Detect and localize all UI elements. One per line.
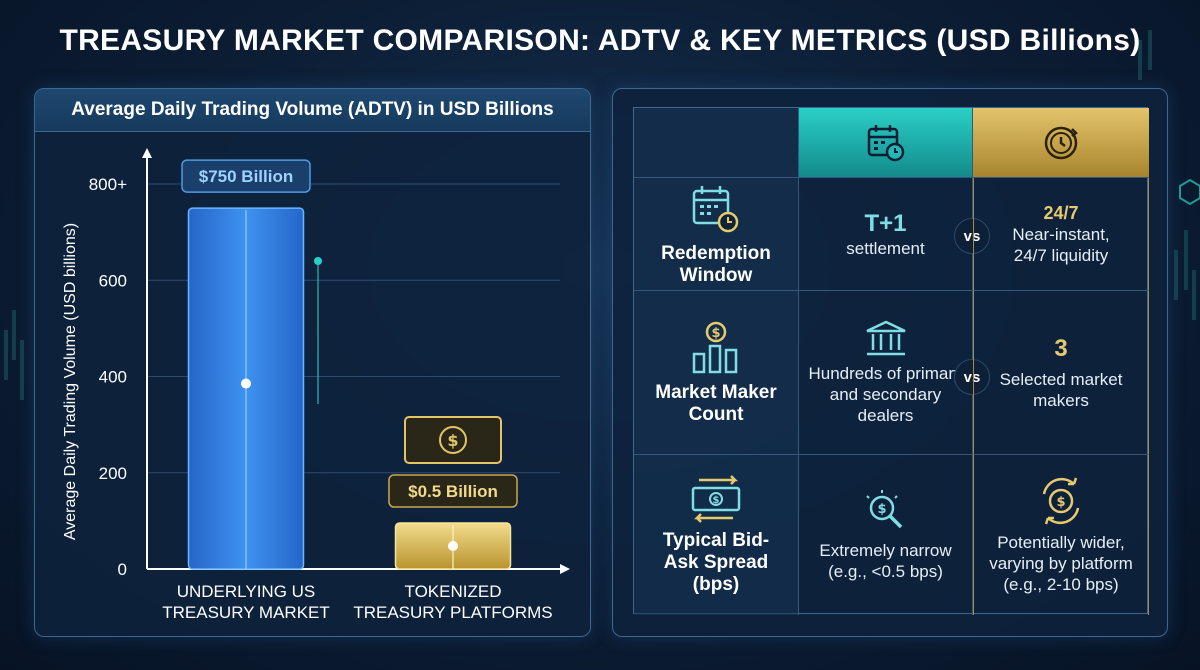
header-corner-cell <box>634 108 799 178</box>
page-title: TREASURY MARKET COMPARISON: ADTV & KEY M… <box>59 24 1141 57</box>
tokenized-detail: Near-instant, 24/7 liquidity <box>1012 224 1110 265</box>
data-label-badge <box>388 474 518 508</box>
x-axis-arrow <box>560 564 570 574</box>
data-label-badge <box>181 159 311 193</box>
x-category-label: TREASURY PLATFORMS <box>353 603 552 622</box>
bank-icon <box>865 320 906 356</box>
chart-title: Average Daily Trading Volume (ADTV) in U… <box>35 89 590 132</box>
svg-text:$: $ <box>877 502 886 517</box>
dollar-cycle-icon: $ <box>1042 477 1080 524</box>
metric-label: Market Maker Count <box>655 381 777 425</box>
traditional-cell-spread: $ Extremely narrow (e.g., <0.5 bps) <box>799 455 973 615</box>
banknote-icon <box>404 416 502 464</box>
traditional-detail: Hundreds of primary and secondary dealer… <box>808 364 963 425</box>
y-axis-arrow <box>142 148 152 158</box>
traditional-cell-redemption: T+1 settlement vs <box>799 178 990 291</box>
tokenized-detail: Selected market makers <box>999 369 1123 410</box>
tokenized-header <box>973 108 1149 178</box>
calendar-clock-icon <box>692 186 739 233</box>
indicator-dot <box>314 257 322 265</box>
metric-cell-redemption-window: Redemption Window <box>634 178 799 291</box>
adtv-chart-panel: Average Daily Trading Volume (ADTV) in U… <box>34 88 591 637</box>
traditional-main-value: T+1 <box>864 209 907 237</box>
traditional-cell-market-makers: Hundreds of primary and secondary dealer… <box>799 291 990 455</box>
banknote-arrows-icon: $ <box>691 475 741 523</box>
dollar-bar-chart-icon: $ <box>692 321 738 373</box>
dollar-sign-glyph: $ <box>447 431 458 450</box>
x-category-label: TOKENIZED <box>405 582 502 601</box>
metric-label: Redemption Window <box>661 243 771 286</box>
metric-cell-bid-ask-spread: $ Typical Bid-Ask Spread (bps) <box>634 455 799 615</box>
vs-badge: vs <box>954 359 990 395</box>
data-label: $0.5 Billion <box>408 482 498 501</box>
svg-text:$: $ <box>713 495 720 506</box>
svg-text:$: $ <box>711 326 720 341</box>
tokenized-cell-spread: $ Potentially wider, varying by platform… <box>973 455 1149 615</box>
x-category-label: UNDERLYING US <box>177 582 316 601</box>
y-tick-label: 800+ <box>89 175 127 194</box>
tokenized-main-value: 3 <box>1054 334 1068 362</box>
svg-text:$: $ <box>1056 495 1065 510</box>
magnifier-dollar-icon: $ <box>865 490 902 529</box>
comparison-table: Redemption Window T+1 settlement vs 24/7… <box>633 107 1149 615</box>
y-axis-label: Average Daily Trading Volume (USD billio… <box>62 223 79 540</box>
tokenized-cell-redemption: 24/7 Near-instant, 24/7 liquidity <box>973 178 1149 291</box>
traditional-detail: settlement <box>846 238 925 258</box>
metric-cell-market-maker-count: $ Market Maker Count <box>634 291 799 455</box>
tokenized-main-value: 24/7 <box>1043 202 1079 223</box>
metric-label: Typical Bid-Ask Spread (bps) <box>662 530 770 595</box>
y-tick-label: 200 <box>99 464 127 483</box>
adtv-bar-chart: 0 200 400 600 800+ Average Daily Trading Volu… <box>62 148 570 622</box>
dollar-coin-icon <box>439 426 467 454</box>
vs-badge: vs <box>954 218 990 254</box>
bar-marker-dot <box>448 541 458 551</box>
tokenized-cell-market-makers: 3 Selected market makers <box>973 291 1149 455</box>
y-tick-label: 600 <box>99 271 127 290</box>
tokenized-detail: Potentially wider, varying by platform (… <box>989 532 1133 594</box>
traditional-detail: Extremely narrow (e.g., <0.5 bps) <box>819 541 952 581</box>
calendar-clock-icon <box>867 124 904 161</box>
bar-marker-dot <box>241 378 251 389</box>
y-tick-label: 0 <box>118 560 127 579</box>
metrics-comparison-panel: Redemption Window T+1 settlement vs 24/7… <box>612 88 1168 637</box>
data-label: $750 Billion <box>199 167 293 186</box>
y-tick-label: 400 <box>99 368 127 387</box>
x-category-label: TREASURY MARKET <box>162 603 330 622</box>
clock-refresh-icon <box>1044 126 1078 159</box>
traditional-header <box>799 108 973 178</box>
